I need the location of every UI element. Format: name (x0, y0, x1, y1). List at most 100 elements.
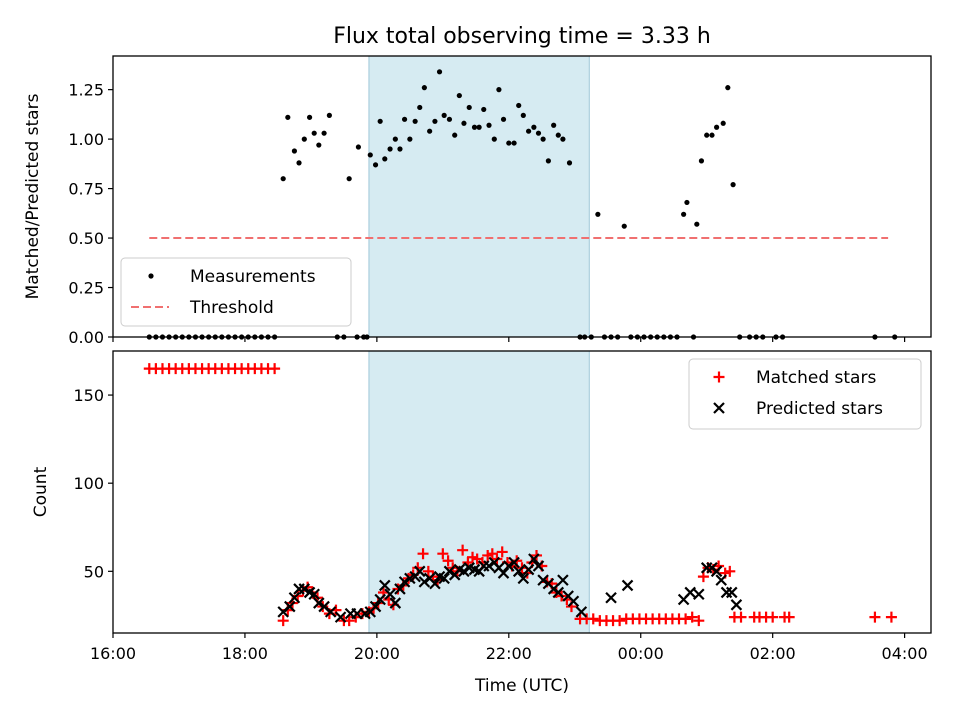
data-point (724, 565, 736, 577)
data-point (497, 567, 510, 579)
y-tick-label: 50 (84, 562, 104, 581)
data-point (456, 92, 462, 99)
data-point (496, 87, 502, 93)
data-point (407, 136, 413, 142)
data-point (725, 85, 731, 91)
data-point (535, 130, 542, 136)
data-point (511, 140, 517, 146)
y-tick-label: 0.75 (68, 180, 104, 199)
data-point (291, 148, 298, 154)
data-point (346, 176, 352, 182)
data-point (693, 588, 705, 601)
data-point (321, 130, 327, 136)
y-axis-label: Count (31, 466, 51, 517)
data-point (540, 136, 546, 142)
data-point (374, 593, 386, 606)
y-tick-label: 1.00 (68, 130, 104, 149)
x-tick-label: 16:00 (90, 644, 136, 663)
data-point (520, 112, 526, 118)
x-tick-label: 04:00 (882, 644, 928, 663)
data-point (418, 576, 431, 588)
legend-label: Threshold (189, 298, 274, 318)
y-axis-label: Matched/Predicted stars (23, 93, 43, 299)
data-point (437, 548, 449, 560)
data-point (528, 553, 540, 565)
data-point (277, 615, 289, 627)
x-axis-label: Time (UTC) (474, 676, 569, 696)
legend-label: Predicted stars (756, 399, 883, 419)
data-point (713, 371, 725, 383)
data-point (471, 124, 478, 130)
data-point (714, 124, 720, 130)
data-point (516, 102, 522, 109)
data-point (284, 600, 296, 613)
data-point (621, 223, 627, 229)
data-point (710, 565, 723, 578)
data-point (491, 136, 497, 142)
y-tick-label: 0.25 (68, 279, 104, 298)
data-point (432, 118, 438, 124)
data-point (508, 556, 520, 569)
data-point (443, 565, 456, 578)
data-point (575, 606, 588, 618)
x-tick-label: 02:00 (750, 644, 796, 663)
data-point (697, 571, 709, 583)
y-tick-label: 1.25 (68, 81, 104, 100)
data-point (280, 176, 286, 182)
data-point (500, 116, 507, 122)
x-tick-label: 18:00 (222, 644, 268, 663)
data-point (486, 122, 492, 128)
data-point (503, 560, 515, 572)
data-point (566, 160, 573, 166)
y-tick-label: 100 (73, 474, 104, 493)
data-point (551, 122, 557, 128)
data-point (715, 574, 728, 586)
data-point (313, 597, 325, 609)
data-point (382, 156, 388, 162)
data-point (442, 555, 454, 567)
data-point (288, 591, 301, 604)
data-point (525, 128, 532, 134)
axes-frame (112, 55, 932, 338)
y-tick-label: 0.00 (68, 328, 104, 347)
data-point (457, 544, 469, 556)
data-point (458, 565, 470, 578)
y-tick-label: 0.50 (68, 229, 104, 248)
data-point (446, 116, 453, 122)
data-point (412, 118, 418, 124)
data-point (324, 606, 337, 618)
data-point (397, 146, 403, 152)
data-point (555, 132, 561, 138)
data-point (545, 158, 551, 164)
data-point (481, 106, 487, 113)
data-point (379, 579, 391, 592)
data-point (704, 132, 710, 138)
data-point (869, 611, 881, 623)
data-point (392, 136, 398, 142)
x-tick-label: 22:00 (486, 644, 532, 663)
data-point (680, 613, 692, 625)
data-point (621, 579, 634, 592)
data-point (552, 586, 565, 599)
data-point (531, 124, 537, 130)
data-point (285, 114, 291, 120)
data-point (605, 591, 617, 604)
data-point (421, 85, 427, 91)
data-point (735, 611, 747, 623)
x-tick-label: 00:00 (618, 644, 664, 663)
y-tick-label: 150 (73, 386, 104, 405)
data-point (720, 120, 726, 126)
data-point (512, 565, 525, 578)
legend: Measurements Threshold (120, 257, 352, 327)
data-point (466, 104, 472, 111)
data-point (567, 595, 580, 608)
data-point (429, 577, 441, 590)
data-point (730, 182, 736, 188)
data-point (483, 560, 495, 572)
data-point (438, 572, 450, 585)
data-point (296, 160, 302, 166)
data-point (783, 611, 795, 623)
data-point (308, 588, 320, 601)
data-point (301, 136, 307, 142)
data-point (355, 144, 361, 150)
